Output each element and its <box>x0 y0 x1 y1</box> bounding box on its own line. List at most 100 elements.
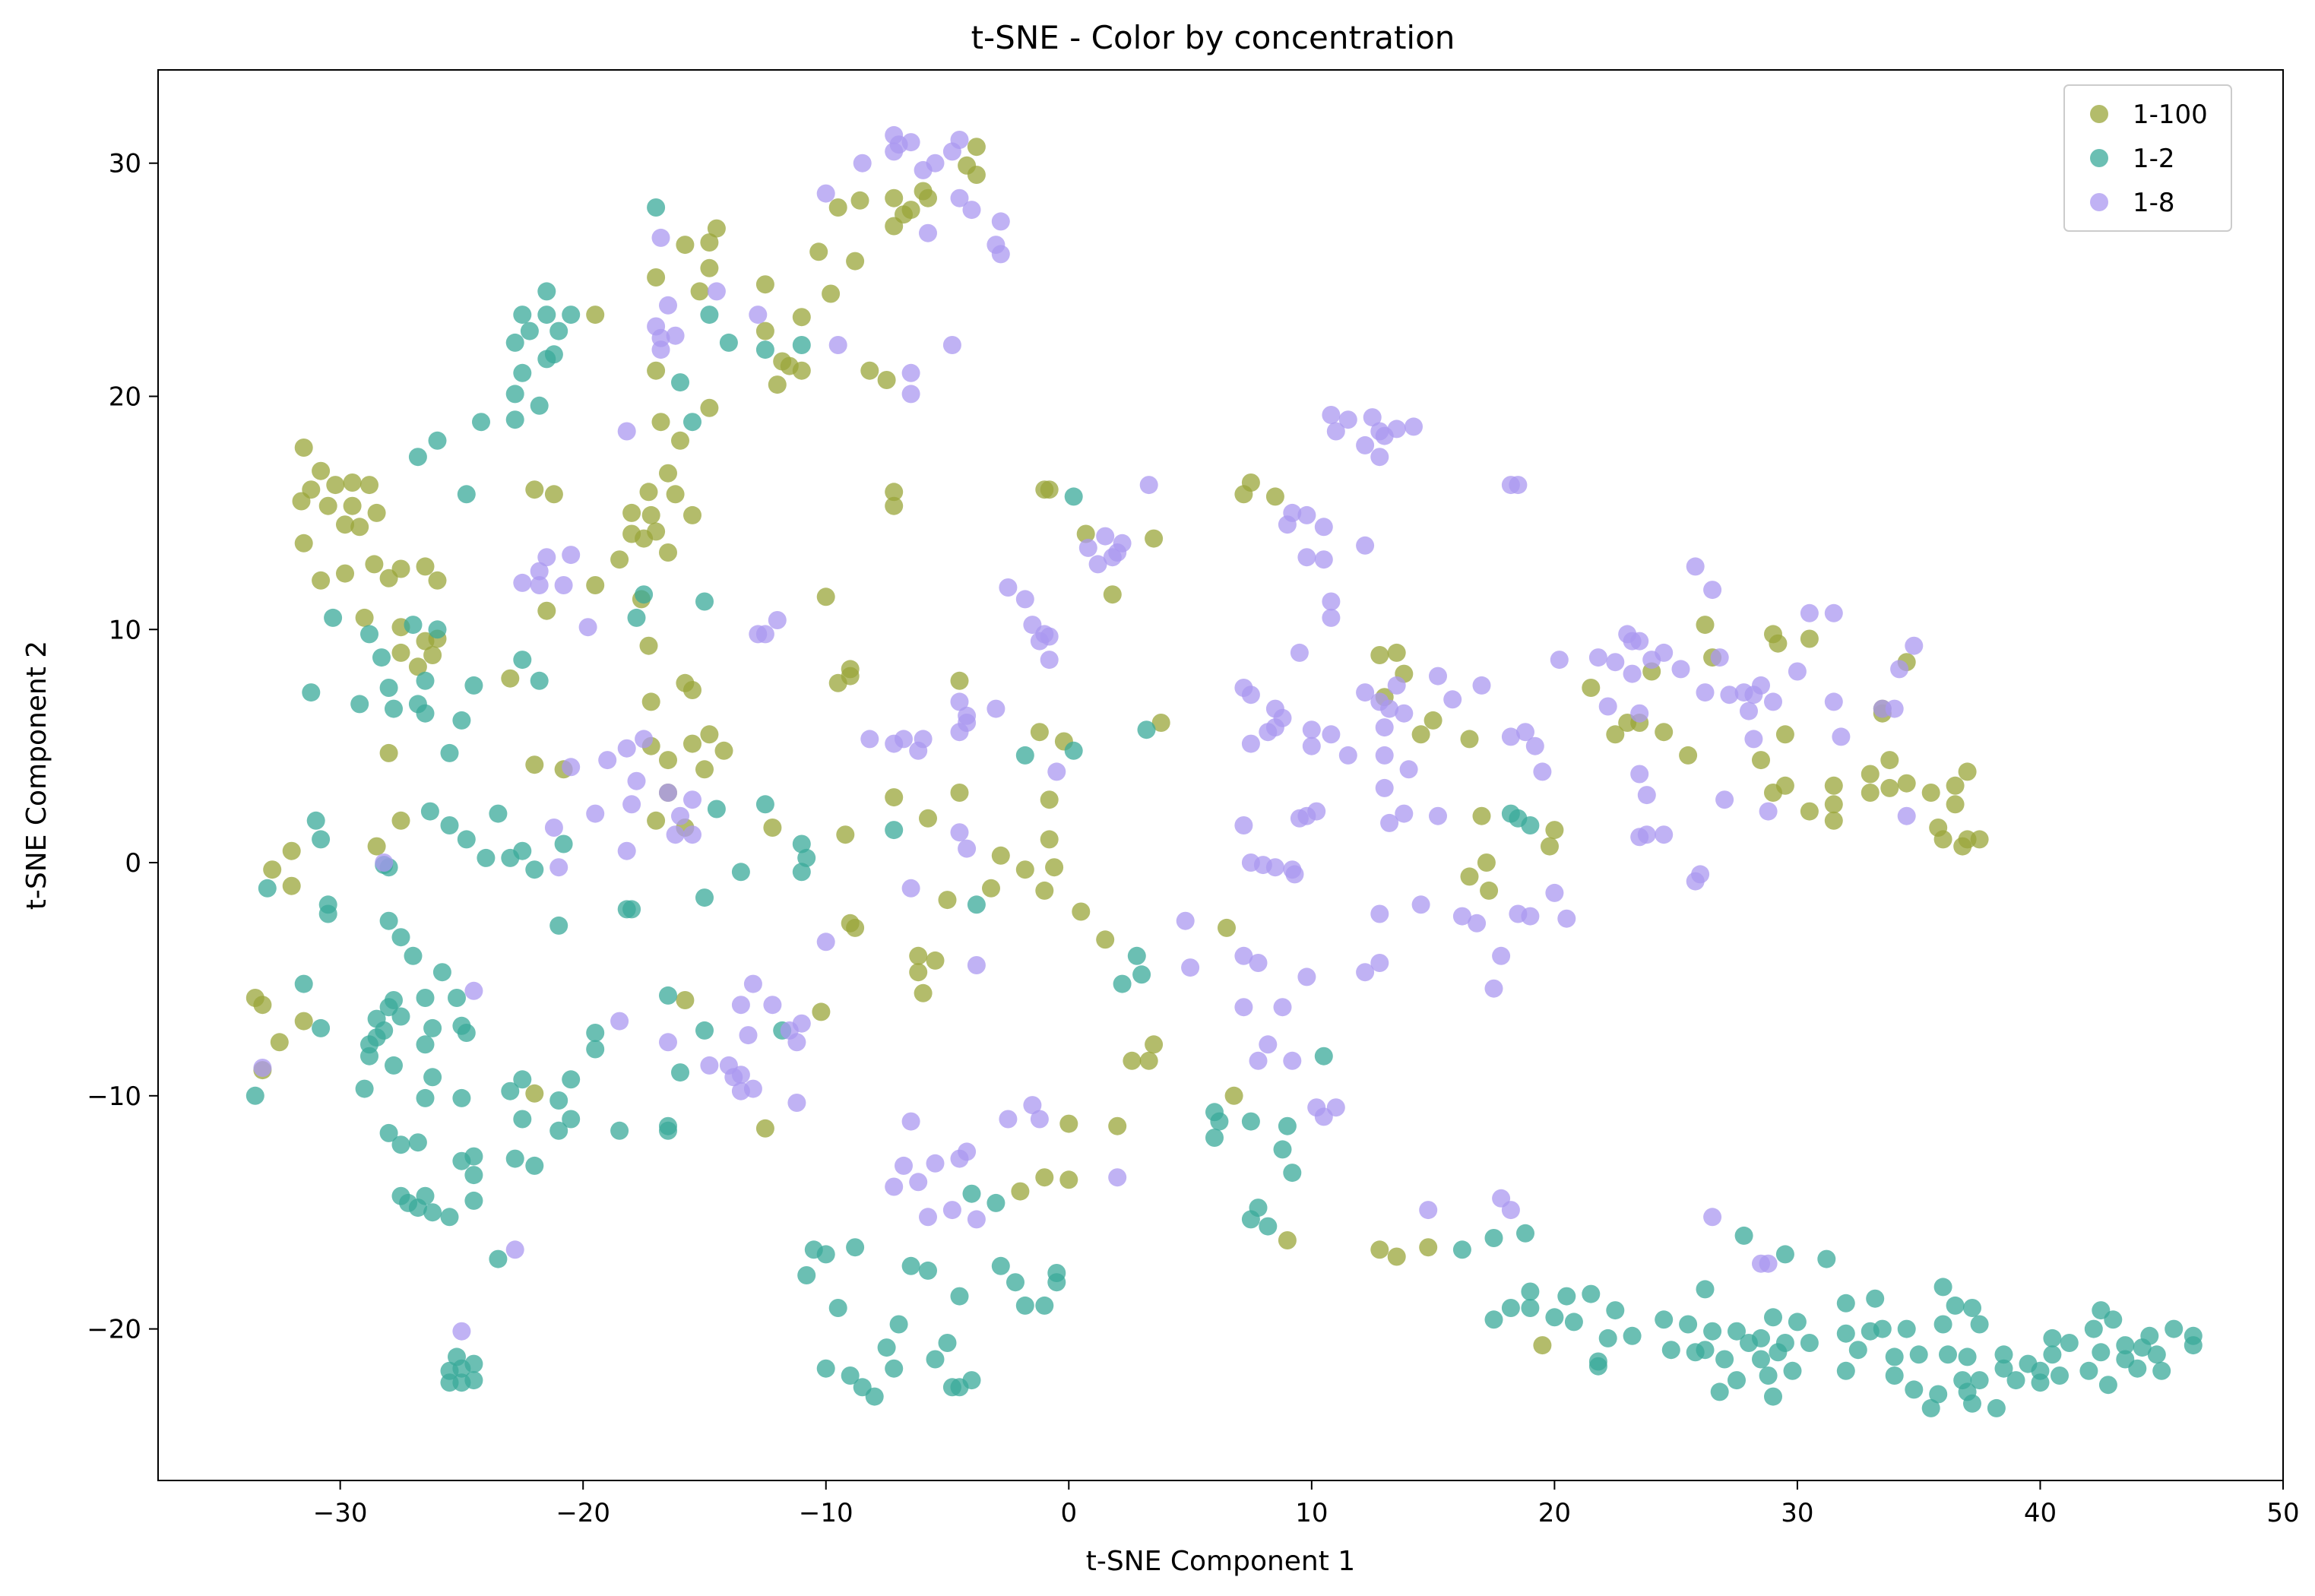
data-point <box>1696 616 1715 635</box>
data-point <box>1047 762 1066 781</box>
data-point <box>258 879 277 898</box>
data-point <box>408 657 427 676</box>
data-point <box>1370 422 1389 441</box>
data-point <box>724 1068 743 1087</box>
data-point <box>610 550 629 569</box>
data-point <box>505 385 524 404</box>
data-point <box>1734 1226 1753 1245</box>
data-point <box>1970 1371 1989 1390</box>
data-point <box>440 1208 459 1227</box>
legend-label: 1-8 <box>2133 188 2175 218</box>
data-point <box>464 676 483 695</box>
data-point <box>1545 821 1564 840</box>
data-point <box>416 989 435 1007</box>
data-point <box>1848 1341 1867 1360</box>
data-point <box>1623 1326 1642 1345</box>
data-point <box>1696 683 1715 702</box>
data-point <box>1030 1110 1049 1129</box>
data-point <box>343 496 362 515</box>
data-point <box>525 1156 544 1175</box>
legend-label: 1-100 <box>2133 100 2208 130</box>
data-point <box>641 505 660 524</box>
data-point <box>1637 825 1656 844</box>
data-point <box>1484 1310 1503 1329</box>
data-point <box>1606 653 1625 672</box>
data-point <box>1521 907 1540 926</box>
x-tick-label: −20 <box>556 1498 610 1528</box>
data-point <box>1764 692 1782 711</box>
data-point <box>1909 1345 1928 1364</box>
data-point <box>1035 881 1054 900</box>
data-point <box>554 576 573 594</box>
data-point <box>1472 806 1491 825</box>
data-point <box>472 413 490 432</box>
data-point <box>379 1123 398 1142</box>
data-point <box>1710 1382 1729 1401</box>
data-point <box>391 559 410 578</box>
data-point <box>544 819 563 837</box>
data-point <box>889 1315 908 1334</box>
data-point <box>1703 1322 1722 1341</box>
data-point <box>1314 518 1333 537</box>
data-point <box>787 1033 806 1052</box>
data-point <box>416 557 435 576</box>
data-point <box>1314 1107 1333 1126</box>
data-point <box>513 363 532 382</box>
data-point <box>2084 1319 2103 1338</box>
data-point <box>1759 1366 1778 1385</box>
data-point <box>1545 1308 1564 1327</box>
data-point <box>816 1245 835 1264</box>
data-point <box>1824 776 1843 795</box>
data-point <box>1759 802 1778 821</box>
legend-label: 1-2 <box>2133 144 2175 174</box>
data-point <box>967 895 986 914</box>
legend-marker <box>2090 193 2108 211</box>
data-point <box>1661 1341 1680 1360</box>
data-point <box>950 188 969 207</box>
data-point <box>787 1094 806 1112</box>
data-point <box>294 1012 313 1031</box>
series-1-8 <box>253 125 1924 1341</box>
data-point <box>367 503 386 522</box>
data-point <box>647 811 666 830</box>
data-point <box>1655 825 1674 844</box>
data-point <box>1885 699 1904 718</box>
data-point <box>1817 1249 1836 1268</box>
data-point <box>816 933 835 952</box>
data-point <box>666 326 685 345</box>
data-point <box>501 1081 520 1100</box>
data-point <box>683 505 701 524</box>
data-point <box>901 1112 920 1131</box>
data-point <box>1030 632 1049 651</box>
data-point <box>860 361 879 380</box>
data-point <box>816 587 835 606</box>
data-point <box>1387 420 1406 439</box>
data-point <box>336 515 354 534</box>
data-point <box>1297 967 1316 986</box>
data-point <box>676 991 695 1009</box>
data-point <box>690 282 709 301</box>
data-point <box>850 191 869 210</box>
data-point <box>1241 686 1260 705</box>
data-point <box>768 611 787 629</box>
data-point <box>1297 505 1316 524</box>
data-point <box>1088 555 1107 574</box>
data-point <box>428 571 447 590</box>
data-point <box>537 548 556 567</box>
data-point <box>1946 1296 1965 1315</box>
data-point <box>1015 746 1034 765</box>
data-point <box>1370 904 1389 923</box>
data-point <box>1775 725 1794 744</box>
x-tick-label: 0 <box>1060 1498 1077 1528</box>
data-point <box>464 1371 483 1390</box>
data-point <box>676 236 695 255</box>
data-point <box>294 534 313 553</box>
data-point <box>562 1070 581 1089</box>
data-point <box>530 396 549 415</box>
data-point <box>797 848 816 867</box>
data-point <box>350 695 369 714</box>
data-point <box>1885 1347 1904 1366</box>
data-point <box>312 830 331 849</box>
data-point <box>914 983 933 1002</box>
data-point <box>1145 1035 1164 1054</box>
